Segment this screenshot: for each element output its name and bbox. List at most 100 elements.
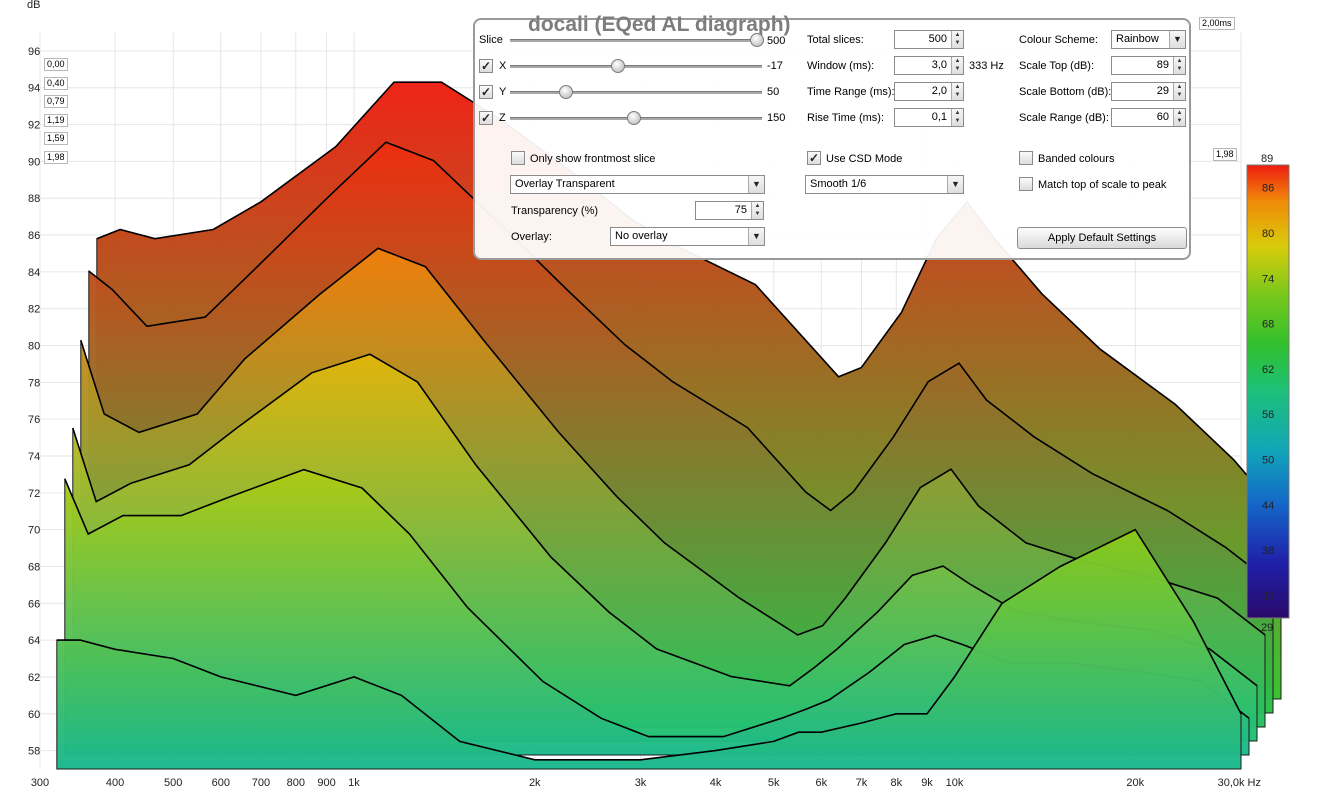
- overlay-select[interactable]: No overlay ▼: [610, 227, 765, 246]
- frontmost-checkbox[interactable]: [511, 151, 525, 165]
- scale-range-value: 60: [1156, 111, 1169, 123]
- y-tick-label: 74: [28, 451, 40, 463]
- transparency-spinner[interactable]: 75 ▲ ▼: [695, 201, 764, 220]
- spin-arrows-icon[interactable]: ▲ ▼: [951, 109, 963, 126]
- y-tick-label: 72: [28, 488, 40, 500]
- rise-time-spinner[interactable]: 0,1 ▲ ▼: [894, 108, 964, 127]
- chevron-down-icon: ▼: [1169, 31, 1185, 48]
- y-checkbox[interactable]: ✓: [479, 85, 493, 99]
- scale-top-label: Scale Top (dB):: [1019, 60, 1095, 72]
- x-tick-label: 3k: [635, 777, 647, 789]
- frontmost-label: Only show frontmost slice: [530, 153, 656, 165]
- time-right-label: 1,98: [1213, 148, 1237, 161]
- banded-colours-checkbox[interactable]: [1019, 151, 1033, 165]
- chevron-down-icon: ▼: [947, 176, 963, 193]
- x-tick-label: 800: [287, 777, 305, 789]
- time-axis-label: 0,00: [44, 58, 68, 71]
- colorbar-tick-label: 68: [1262, 319, 1274, 331]
- transparency-label: Transparency (%): [511, 205, 599, 217]
- time-axis-label: 1,19: [44, 113, 68, 127]
- y-tick-label: 88: [28, 193, 40, 205]
- spin-arrows-icon[interactable]: ▲ ▼: [1173, 57, 1185, 74]
- smoothing-select[interactable]: Smooth 1/6 ▼: [805, 175, 964, 194]
- time-range-value: 2,0: [931, 85, 947, 97]
- y-tick-label: 62: [28, 672, 40, 684]
- y-tick-label: 76: [28, 414, 40, 426]
- y-tick-label: 90: [28, 156, 40, 168]
- colorbar-tick-label: 38: [1262, 545, 1274, 557]
- y-tick-label: 68: [28, 561, 40, 573]
- x-slider-track[interactable]: [510, 65, 762, 68]
- total-slices-spinner[interactable]: 500 ▲ ▼: [894, 30, 964, 49]
- y-slider-thumb[interactable]: [559, 85, 574, 99]
- colorbar: 32 38 44 50 56 62 68 74 80 86 89 29: [1246, 153, 1290, 634]
- y-tick-label: 70: [28, 525, 40, 537]
- spin-arrows-icon[interactable]: ▲ ▼: [1173, 83, 1185, 100]
- csd-mode-label: Use CSD Mode: [826, 153, 903, 165]
- x-tick-label: 7k: [856, 777, 868, 789]
- spin-arrows-icon[interactable]: ▲ ▼: [951, 57, 963, 74]
- spin-arrows-icon[interactable]: ▲ ▼: [751, 202, 763, 219]
- colorbar-tick-label: 50: [1262, 454, 1274, 466]
- time-axis-label: 0,40: [44, 76, 68, 90]
- x-tick-label: 8k: [890, 777, 902, 789]
- colorbar-tick-label: 86: [1262, 183, 1274, 195]
- scale-bottom-label: Scale Bottom (dB):: [1019, 86, 1112, 98]
- z-slider-thumb[interactable]: [627, 111, 641, 125]
- match-top-label: Match top of scale to peak: [1038, 179, 1167, 191]
- overlay-mode-select[interactable]: Overlay Transparent ▼: [510, 175, 765, 194]
- csd-settings-panel: [473, 18, 1191, 260]
- slice-label: Slice: [479, 34, 503, 46]
- time-end-label: 2,00ms: [1199, 17, 1235, 30]
- time-range-spinner[interactable]: 2,0 ▲ ▼: [894, 82, 964, 101]
- chevron-down-icon: ▼: [748, 228, 764, 245]
- csd-mode-checkbox[interactable]: ✓: [807, 151, 821, 165]
- colorbar-top-label: 89: [1261, 153, 1273, 165]
- window-label: Window (ms):: [807, 60, 875, 72]
- scale-bottom-spinner[interactable]: 29 ▲ ▼: [1111, 82, 1186, 101]
- x-checkbox[interactable]: ✓: [479, 59, 493, 73]
- match-top-checkbox[interactable]: [1019, 177, 1033, 191]
- scale-top-spinner[interactable]: 89 ▲ ▼: [1111, 56, 1186, 75]
- x-tick-label: 20k: [1126, 777, 1144, 789]
- scale-bottom-value: 29: [1156, 85, 1169, 97]
- slice-slider-track[interactable]: [510, 39, 762, 42]
- slice-ridge-line: [80, 247, 1266, 636]
- y-tick-label: 96: [28, 46, 40, 58]
- total-slices-label: Total slices:: [807, 34, 864, 46]
- y-slider-track[interactable]: [510, 91, 762, 94]
- scale-range-label: Scale Range (dB):: [1019, 112, 1109, 124]
- x-tick-label: 9k: [921, 777, 933, 789]
- x-tick-label: 700: [252, 777, 270, 789]
- apply-default-settings-button[interactable]: Apply Default Settings: [1017, 227, 1187, 249]
- scale-top-value: 89: [1156, 59, 1169, 71]
- z-checkbox[interactable]: ✓: [479, 111, 493, 125]
- slice-ridge-line: [88, 141, 1274, 585]
- x-tick-label: 400: [106, 777, 124, 789]
- chart-title: docali (EQed AL diagraph): [528, 13, 791, 36]
- spin-arrows-icon[interactable]: ▲ ▼: [1173, 109, 1185, 126]
- x-slider-thumb[interactable]: [611, 59, 625, 73]
- smoothing-value: Smooth 1/6: [810, 178, 867, 190]
- spin-arrows-icon[interactable]: ▲ ▼: [951, 83, 963, 100]
- scale-range-spinner[interactable]: 60 ▲ ▼: [1111, 108, 1186, 127]
- colour-scheme-select[interactable]: Rainbow ▼: [1111, 30, 1186, 49]
- rise-time-label: Rise Time (ms):: [807, 112, 884, 124]
- slice-ridge-line: [56, 528, 1242, 761]
- y-axis-label: dB: [27, 0, 40, 11]
- time-range-label: Time Range (ms):: [807, 86, 895, 98]
- y-label: Y: [499, 86, 507, 98]
- time-axis-label: 1,98: [44, 150, 68, 164]
- y-value: 50: [767, 86, 780, 98]
- spin-arrows-icon[interactable]: ▲ ▼: [951, 31, 963, 48]
- x-tick-label: 10k: [946, 777, 964, 789]
- y-tick-label: 82: [28, 304, 40, 316]
- colorbar-bottom-label: 29: [1261, 622, 1273, 634]
- slice-slider-thumb[interactable]: [750, 33, 764, 47]
- slice-ridge-line: [96, 81, 1282, 516]
- chevron-down-icon: ▼: [748, 176, 764, 193]
- y-tick-label: 80: [28, 341, 40, 353]
- window-spinner[interactable]: 3,0 ▲ ▼: [894, 56, 964, 75]
- window-value: 3,0: [931, 59, 947, 71]
